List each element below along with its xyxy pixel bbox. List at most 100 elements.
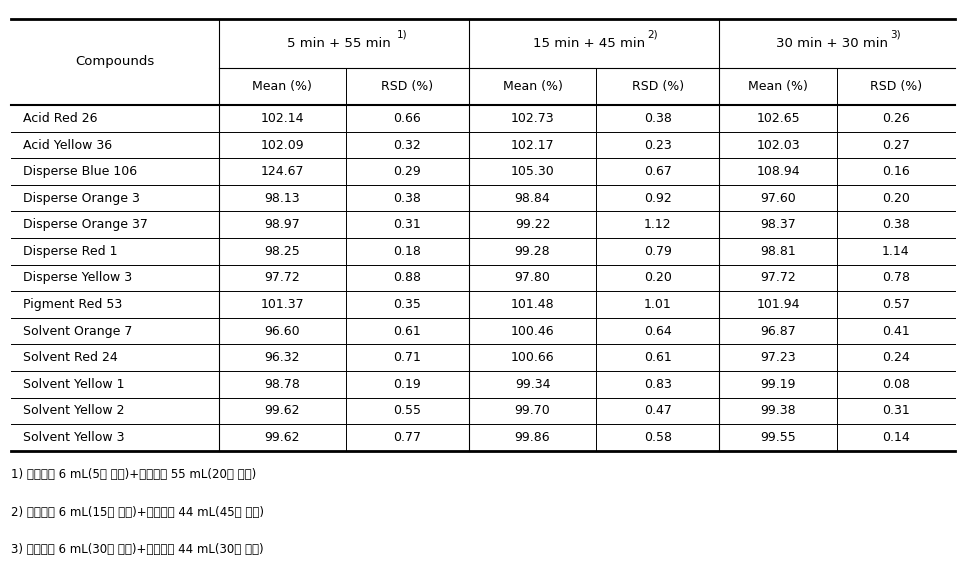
Text: 99.38: 99.38 (760, 405, 796, 417)
Text: 0.23: 0.23 (643, 138, 671, 152)
Text: 0.61: 0.61 (643, 351, 671, 364)
Text: 102.17: 102.17 (511, 138, 554, 152)
Text: 0.88: 0.88 (393, 272, 421, 284)
Text: RSD (%): RSD (%) (870, 80, 922, 93)
Text: 0.38: 0.38 (393, 192, 421, 205)
Text: 2) 추출용매 6 mL(15분 추출)+추출용매 44 mL(45분 추출): 2) 추출용매 6 mL(15분 추출)+추출용매 44 mL(45분 추출) (11, 505, 264, 519)
Text: 98.97: 98.97 (265, 218, 300, 231)
Text: Solvent Yellow 1: Solvent Yellow 1 (22, 378, 124, 391)
Text: Disperse Red 1: Disperse Red 1 (22, 245, 117, 258)
Text: 96.87: 96.87 (760, 325, 796, 338)
Text: 0.57: 0.57 (882, 298, 910, 311)
Text: 0.31: 0.31 (393, 218, 421, 231)
Text: 108.94: 108.94 (756, 165, 800, 178)
Text: 98.84: 98.84 (515, 192, 551, 205)
Text: 0.47: 0.47 (643, 405, 671, 417)
Text: Disperse Yellow 3: Disperse Yellow 3 (22, 272, 131, 284)
Text: 15 min + 45 min: 15 min + 45 min (533, 36, 645, 50)
Text: 0.67: 0.67 (643, 165, 671, 178)
Text: 99.70: 99.70 (515, 405, 551, 417)
Text: 102.65: 102.65 (756, 112, 800, 125)
Text: 0.79: 0.79 (643, 245, 671, 258)
Text: 100.46: 100.46 (511, 325, 554, 338)
Text: 0.29: 0.29 (393, 165, 421, 178)
Text: 98.81: 98.81 (760, 245, 796, 258)
Text: 5 min + 55 min: 5 min + 55 min (287, 36, 391, 50)
Text: 0.71: 0.71 (393, 351, 421, 364)
Text: 0.55: 0.55 (393, 405, 421, 417)
Text: Acid Red 26: Acid Red 26 (22, 112, 97, 125)
Text: 101.48: 101.48 (511, 298, 554, 311)
Text: 0.38: 0.38 (643, 112, 671, 125)
Text: 0.16: 0.16 (882, 165, 910, 178)
Text: 0.83: 0.83 (643, 378, 671, 391)
Text: 0.38: 0.38 (882, 218, 910, 231)
Text: 0.77: 0.77 (393, 431, 421, 444)
Text: 2): 2) (647, 30, 658, 39)
Text: 97.23: 97.23 (760, 351, 796, 364)
Text: 0.20: 0.20 (882, 192, 910, 205)
Text: Pigment Red 53: Pigment Red 53 (22, 298, 122, 311)
Text: Disperse Orange 37: Disperse Orange 37 (22, 218, 148, 231)
Text: 0.78: 0.78 (882, 272, 910, 284)
Text: 99.86: 99.86 (515, 431, 551, 444)
Text: 97.72: 97.72 (760, 272, 796, 284)
Text: 98.37: 98.37 (760, 218, 796, 231)
Text: 3): 3) (890, 30, 900, 39)
Text: 0.26: 0.26 (882, 112, 910, 125)
Text: 124.67: 124.67 (261, 165, 304, 178)
Text: 96.32: 96.32 (265, 351, 300, 364)
Text: 101.37: 101.37 (261, 298, 304, 311)
Text: 102.09: 102.09 (261, 138, 304, 152)
Text: 99.62: 99.62 (265, 431, 300, 444)
Text: Solvent Yellow 2: Solvent Yellow 2 (22, 405, 124, 417)
Text: 97.80: 97.80 (515, 272, 551, 284)
Text: 0.61: 0.61 (393, 325, 421, 338)
Text: Solvent Orange 7: Solvent Orange 7 (22, 325, 132, 338)
Text: 98.78: 98.78 (265, 378, 300, 391)
Text: 1.14: 1.14 (882, 245, 910, 258)
Text: 0.24: 0.24 (882, 351, 910, 364)
Text: 97.60: 97.60 (760, 192, 796, 205)
Text: Mean (%): Mean (%) (502, 80, 562, 93)
Text: RSD (%): RSD (%) (382, 80, 434, 93)
Text: 101.94: 101.94 (756, 298, 800, 311)
Text: 0.18: 0.18 (393, 245, 421, 258)
Text: 97.72: 97.72 (265, 272, 300, 284)
Text: 0.20: 0.20 (643, 272, 671, 284)
Text: Compounds: Compounds (75, 56, 155, 68)
Text: 99.55: 99.55 (760, 431, 796, 444)
Text: 1.12: 1.12 (643, 218, 671, 231)
Text: Disperse Orange 3: Disperse Orange 3 (22, 192, 139, 205)
Text: 99.22: 99.22 (515, 218, 551, 231)
Text: 0.19: 0.19 (393, 378, 421, 391)
Text: 1): 1) (397, 30, 408, 39)
Text: Solvent Red 24: Solvent Red 24 (22, 351, 117, 364)
Text: Mean (%): Mean (%) (252, 80, 312, 93)
Text: 0.66: 0.66 (393, 112, 421, 125)
Text: 1) 추출용매 6 mL(5분 추출)+추출용매 55 mL(20분 추출): 1) 추출용매 6 mL(5분 추출)+추출용매 55 mL(20분 추출) (11, 468, 256, 481)
Text: 3) 추출용매 6 mL(30분 추출)+추출용매 44 mL(30분 추출): 3) 추출용매 6 mL(30분 추출)+추출용매 44 mL(30분 추출) (11, 543, 264, 556)
Text: 0.64: 0.64 (643, 325, 671, 338)
Text: 96.60: 96.60 (265, 325, 300, 338)
Text: 0.27: 0.27 (882, 138, 910, 152)
Text: 0.08: 0.08 (882, 378, 910, 391)
Text: 98.25: 98.25 (265, 245, 300, 258)
Text: 99.28: 99.28 (515, 245, 551, 258)
Text: 100.66: 100.66 (511, 351, 554, 364)
Text: 102.14: 102.14 (261, 112, 304, 125)
Text: 30 min + 30 min: 30 min + 30 min (776, 36, 888, 50)
Text: 105.30: 105.30 (511, 165, 554, 178)
Text: 98.13: 98.13 (265, 192, 300, 205)
Text: 0.58: 0.58 (643, 431, 671, 444)
Text: 0.14: 0.14 (882, 431, 910, 444)
Text: Acid Yellow 36: Acid Yellow 36 (22, 138, 112, 152)
Text: Mean (%): Mean (%) (748, 80, 808, 93)
Text: 99.34: 99.34 (515, 378, 551, 391)
Text: Disperse Blue 106: Disperse Blue 106 (22, 165, 137, 178)
Text: 99.19: 99.19 (760, 378, 796, 391)
Text: 0.35: 0.35 (393, 298, 421, 311)
Text: 1.01: 1.01 (643, 298, 671, 311)
Text: 0.41: 0.41 (882, 325, 910, 338)
Text: 0.92: 0.92 (643, 192, 671, 205)
